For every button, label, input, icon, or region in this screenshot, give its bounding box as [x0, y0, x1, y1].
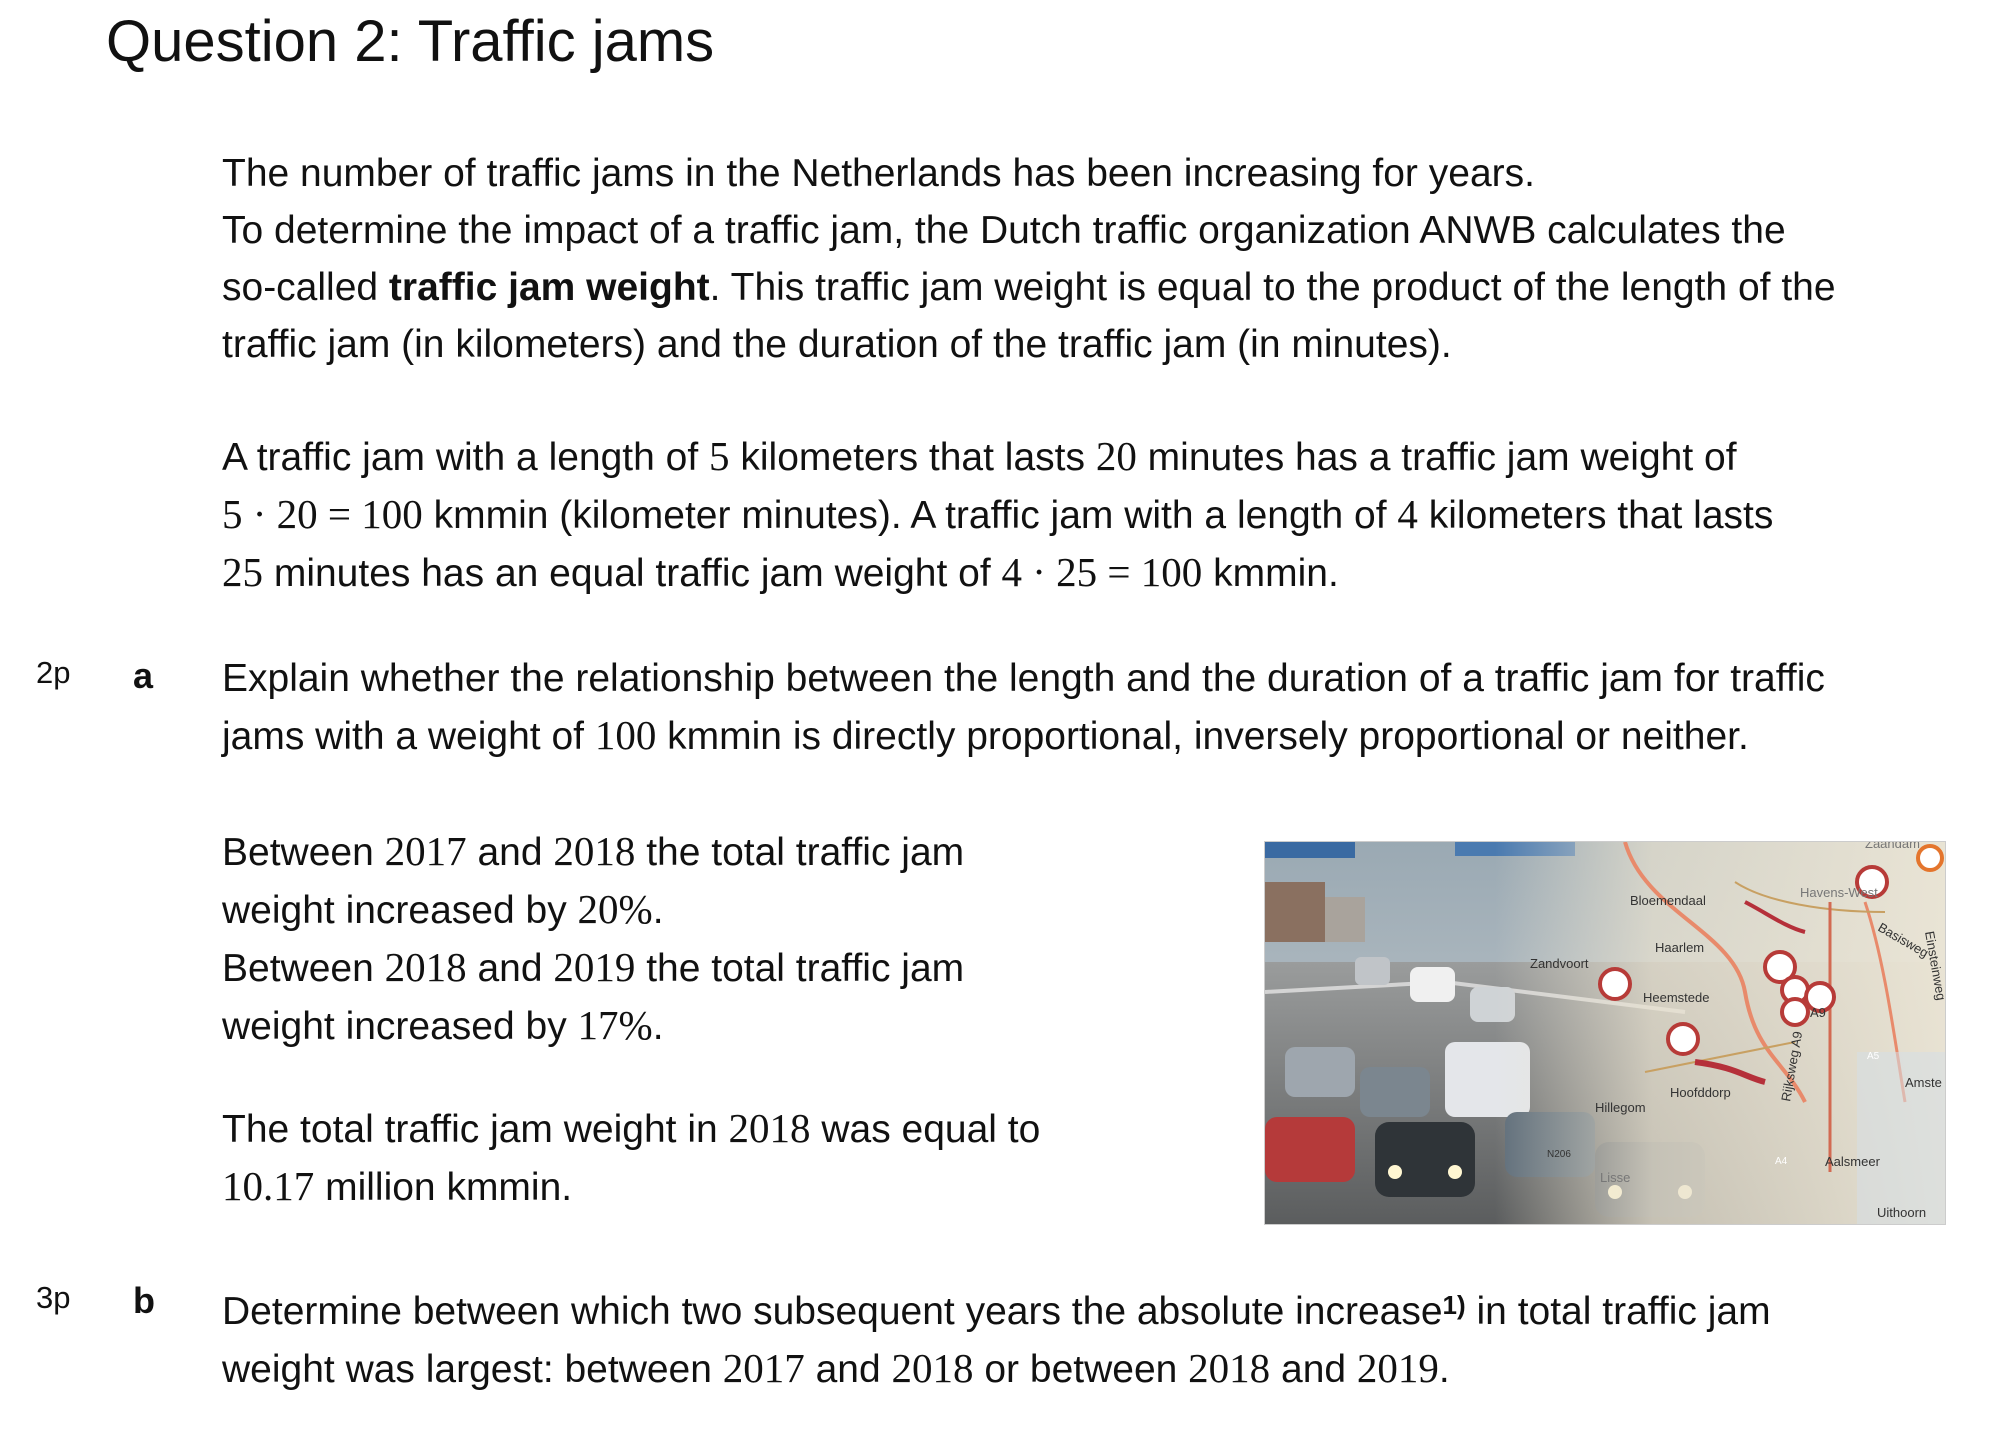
growth-line: Between 2018 and 2019 the total traffic … [222, 944, 965, 990]
question-letter-a: a [133, 655, 154, 696]
question-a-text: Explain whether the relationship between… [222, 650, 1825, 765]
growth-line: weight increased by 20%. [222, 886, 664, 932]
question-line: Explain whether the relationship between… [222, 657, 1825, 700]
growth-line: weight increased by 17%. [222, 1002, 664, 1048]
traffic-photo: Bloemendaal Haarlem Zandvoort Heemstede … [1264, 841, 1946, 1225]
question-b-text: Determine between which two subsequent y… [222, 1283, 1771, 1398]
intro-line: traffic jam (in kilometers) and the dura… [222, 323, 1452, 366]
question-line: jams with a weight of 100 kmmin is direc… [222, 712, 1749, 758]
points-label-b: 3p [36, 1280, 71, 1315]
intro-line: The number of traffic jams in the Nether… [222, 152, 1535, 195]
map-label-haarlem: Haarlem [1655, 940, 1704, 955]
map-label-lisse: Lisse [1600, 1170, 1630, 1185]
jam-markers [1598, 844, 1944, 1056]
intro-line: To determine the impact of a traffic jam… [222, 209, 1786, 252]
example-line: 5 · 20 = 100 kmmin (kilometer minutes). … [222, 491, 1774, 537]
map-label-heemstede: Heemstede [1643, 990, 1709, 1005]
map-label-hillegom: Hillegom [1595, 1100, 1646, 1115]
page-title: Question 2: Traffic jams [106, 9, 715, 74]
question-line: Determine between which two subsequent y… [222, 1290, 1771, 1333]
total-line: The total traffic jam weight in 2018 was… [222, 1105, 1041, 1151]
question-letter-b: b [133, 1280, 155, 1321]
map-label-uithoorn: Uithoorn [1877, 1205, 1926, 1220]
map-label-bloemendaal: Bloemendaal [1630, 893, 1706, 908]
intro-paragraph: The number of traffic jams in the Nether… [222, 145, 1836, 373]
points-label-a: 2p [36, 655, 71, 690]
growth-line: Between 2017 and 2018 the total traffic … [222, 828, 965, 874]
map-label-aalsmeer: Aalsmeer [1825, 1154, 1881, 1169]
example-paragraph: A traffic jam with a length of 5 kilomet… [222, 428, 1773, 602]
map-label-zandvoort: Zandvoort [1530, 956, 1589, 971]
map-label-amsterdam: Amste [1905, 1075, 1942, 1090]
key-term: traffic jam weight [388, 266, 710, 309]
intro-line: so-called traffic jam weight. This traff… [222, 266, 1836, 309]
footnote-marker: 1) [1442, 1290, 1466, 1320]
map-label-hoofddorp: Hoofddorp [1670, 1085, 1731, 1100]
map-label-zaandam: Zaandam [1865, 842, 1920, 851]
question-line: weight was largest: between 2017 and 201… [222, 1345, 1450, 1391]
formula: 5 · 20 = 100 [222, 491, 423, 537]
map-label-a5: A5 [1867, 1051, 1880, 1062]
example-line: 25 minutes has an equal traffic jam weig… [222, 549, 1339, 595]
example-line: A traffic jam with a length of 5 kilomet… [222, 433, 1737, 479]
formula: 4 · 25 = 100 [1001, 549, 1203, 595]
map-overlay [1623, 842, 1945, 1224]
total-paragraph: The total traffic jam weight in 2018 was… [222, 1100, 1040, 1216]
growth-paragraph: Between 2017 and 2018 the total traffic … [222, 823, 964, 1055]
total-line: 10.17 million kmmin. [222, 1163, 573, 1209]
map-label-n206: N206 [1547, 1149, 1571, 1160]
map-label-a9: A9 [1810, 1005, 1826, 1020]
map-label-havens-west: Havens-West [1800, 885, 1878, 900]
map-label-a4: A4 [1775, 1156, 1788, 1167]
